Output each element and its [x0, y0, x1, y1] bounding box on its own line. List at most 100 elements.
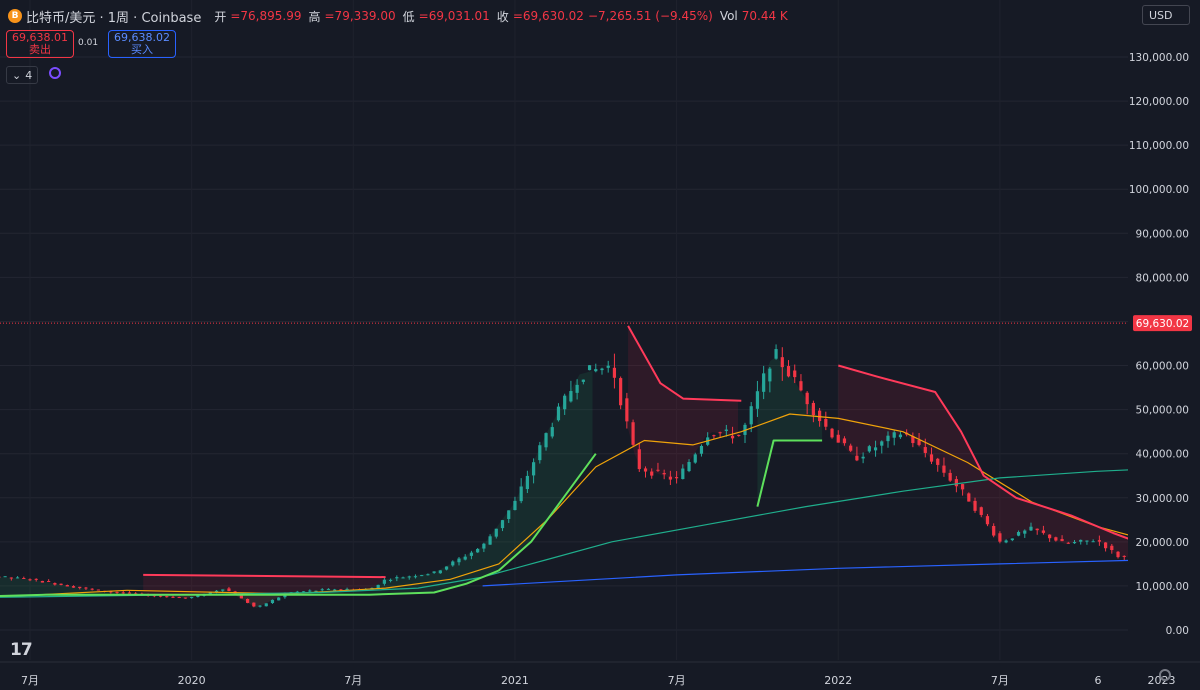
candle-body — [264, 603, 268, 607]
candle-body — [171, 596, 175, 598]
candle-body — [320, 589, 324, 591]
candle-body — [239, 594, 243, 599]
candle-body — [295, 591, 299, 593]
candle-body — [401, 577, 405, 579]
candle-body — [656, 469, 660, 471]
candle-body — [805, 392, 809, 405]
close-value: =69,630.02 — [512, 9, 584, 23]
open-label: 开 — [214, 9, 227, 24]
candle-body — [917, 440, 921, 445]
y-tick-label: 110,000.00 — [1129, 140, 1189, 152]
candle-body — [911, 436, 915, 444]
candle-body — [724, 429, 728, 431]
supertrend-fill — [838, 365, 1156, 558]
symbol-header: B 比特币/美元 · 1周 · Coinbase 开 =76,895.99 高 =7… — [8, 7, 788, 26]
open-value: =76,895.99 — [230, 9, 302, 23]
symbol-title[interactable]: 比特币/美元 · 1周 · Coinbase — [26, 10, 202, 26]
candle-body — [177, 597, 181, 599]
candle-body — [712, 435, 716, 437]
x-tick-label: 7月 — [668, 674, 686, 687]
tradingview-logo[interactable]: 17 — [10, 640, 33, 660]
candle-body — [867, 446, 871, 452]
candle-body — [1041, 530, 1046, 533]
candle-body — [308, 590, 312, 592]
candle-body — [954, 479, 958, 487]
candle-body — [28, 579, 32, 581]
candle-body — [376, 584, 380, 589]
candle-body — [985, 516, 990, 525]
candle-body — [581, 379, 585, 382]
candle-body — [121, 592, 125, 594]
sma-long-line — [482, 556, 1200, 587]
candle-body — [1054, 537, 1058, 541]
candle-body — [500, 520, 505, 529]
supertrend-fills — [0, 325, 1200, 608]
x-axis[interactable]: 7月20207月20217月20227月20237月20247月20256周一 … — [0, 661, 1200, 688]
candle-body — [799, 381, 803, 391]
candle-body — [811, 402, 815, 416]
candle-body — [469, 552, 474, 556]
candle-body — [861, 456, 865, 459]
x-tick-label: 6 — [1095, 674, 1102, 687]
candle-body — [0, 576, 1, 578]
candle-body — [532, 462, 536, 476]
candle-body — [1029, 526, 1033, 531]
sell-price: 69,638.01 — [12, 31, 68, 44]
candle-body — [1116, 551, 1120, 558]
candle-body — [34, 578, 38, 580]
last-price-badge — [1133, 315, 1192, 332]
bitcoin-icon: B — [8, 9, 22, 23]
candle-body — [252, 602, 256, 607]
candle-body — [476, 548, 480, 553]
overlays — [0, 322, 1128, 324]
y-tick-label: 0.00 — [1166, 625, 1189, 637]
candle-body — [1023, 530, 1027, 534]
currency-select[interactable]: USD — [1142, 5, 1190, 25]
candle-body — [78, 586, 82, 588]
candle-body — [1066, 542, 1070, 544]
y-axis[interactable]: 0.00 10,000.00 20,000.00 30,000.00 40,000.00… — [1128, 0, 1200, 690]
candle-body — [880, 441, 884, 446]
low-label: 低 — [402, 9, 415, 24]
candle-body — [730, 435, 735, 439]
buy-button[interactable]: 69,638.02 买入 — [108, 30, 176, 58]
indicators-toggle[interactable]: ⌄ 4 — [6, 66, 39, 84]
candle-body — [587, 365, 592, 371]
candle-body — [998, 533, 1002, 542]
candle-body — [619, 378, 623, 406]
candle-body — [544, 433, 548, 448]
candle-body — [824, 418, 828, 427]
candle-body — [643, 468, 648, 472]
candle-body — [1122, 555, 1126, 557]
candle-body — [345, 588, 349, 590]
candle-body — [718, 432, 722, 434]
supertrend-fill — [0, 370, 593, 608]
candle-body — [395, 577, 399, 579]
candle-body — [22, 577, 26, 579]
y-tick-label: 90,000.00 — [1136, 228, 1189, 240]
loading-icon[interactable] — [49, 67, 61, 79]
candle-body — [774, 349, 778, 359]
candle-body — [525, 475, 529, 490]
candle-body — [221, 589, 225, 591]
buy-price: 69,638.02 — [114, 31, 170, 44]
supertrend-down-line — [627, 325, 742, 402]
supertrend-fill — [757, 356, 823, 507]
supertrend-down-line — [143, 573, 386, 579]
sell-button[interactable]: 69,638.01 卖出 — [6, 30, 74, 58]
candle-body — [538, 445, 542, 461]
candle-body — [662, 472, 666, 475]
candle-body — [606, 365, 610, 368]
settings-icon[interactable] — [1159, 669, 1171, 681]
candle-body — [214, 590, 219, 593]
candle-body — [936, 458, 940, 465]
candle-body — [793, 370, 797, 378]
candle-body — [3, 576, 7, 578]
candle-body — [1091, 541, 1095, 543]
candle-body — [786, 366, 791, 377]
candle-body — [1016, 532, 1021, 536]
x-tick-label: 2022 — [824, 674, 852, 687]
y-tick-label: 50,000.00 — [1136, 405, 1189, 417]
candle-body — [246, 598, 250, 603]
